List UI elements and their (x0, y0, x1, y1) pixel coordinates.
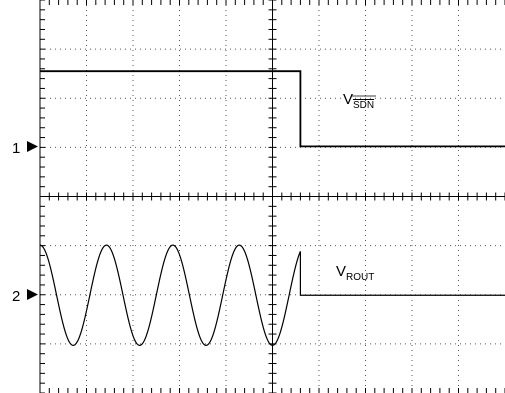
trace-label-vsdn-main: V (343, 91, 353, 108)
traces (39, 70, 505, 346)
channel-2-marker: 2 (12, 288, 38, 305)
channel-1-marker: 1 (12, 140, 38, 157)
trace-label-vsdn-subscript: SDN (353, 100, 374, 111)
trace-label-vrout-main: V (336, 263, 346, 280)
channel-1-marker-label: 1 (12, 140, 20, 157)
trace-label-vrout-subscript: ROUT (346, 272, 374, 283)
channel-1-arrow-icon (27, 141, 38, 152)
channel-2-marker-label: 2 (12, 288, 20, 305)
trace-label-vsdn: VSDN (343, 91, 374, 111)
trace-label-vrout: VROUT (336, 263, 374, 283)
channel-2-arrow-icon (27, 289, 38, 300)
trace-vrout (39, 244, 505, 346)
trace-vsdn (40, 70, 505, 148)
